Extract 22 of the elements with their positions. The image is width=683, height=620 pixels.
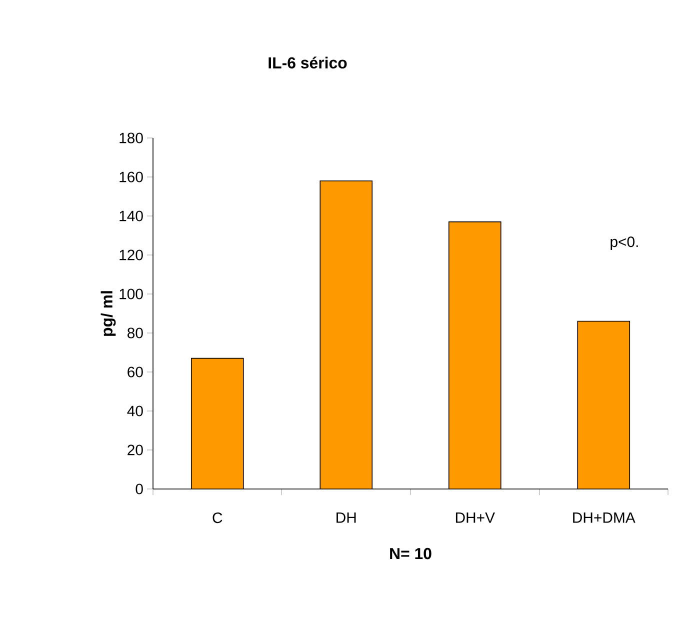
y-tick-label: 180 <box>120 132 143 144</box>
y-tick-label: 140 <box>120 210 143 222</box>
x-axis-title: N= 10 <box>390 548 432 560</box>
bar <box>191 358 244 489</box>
y-tick-label: 80 <box>128 328 143 338</box>
y-tick-label: 60 <box>128 366 143 378</box>
y-tick-label: 120 <box>120 250 143 260</box>
y-tick-label: 0 <box>136 484 143 494</box>
y-tick-label: 40 <box>127 406 143 416</box>
y-tick-label: 160 <box>120 172 143 182</box>
x-tick-label: DH+DMA <box>573 512 636 523</box>
bar <box>577 320 630 489</box>
x-tick-label: DH <box>336 512 356 523</box>
x-tick-label: C <box>212 512 222 524</box>
y-axis-title: pg/ ml <box>100 291 116 336</box>
y-tick-label: 100 <box>120 288 143 300</box>
annotation: p<0. <box>610 236 638 250</box>
bar <box>320 180 372 489</box>
chart-title: IL-6 sérico <box>268 56 347 68</box>
y-tick-label: 20 <box>128 444 143 456</box>
bar <box>448 222 501 489</box>
x-tick-label: DH+V <box>456 512 495 523</box>
